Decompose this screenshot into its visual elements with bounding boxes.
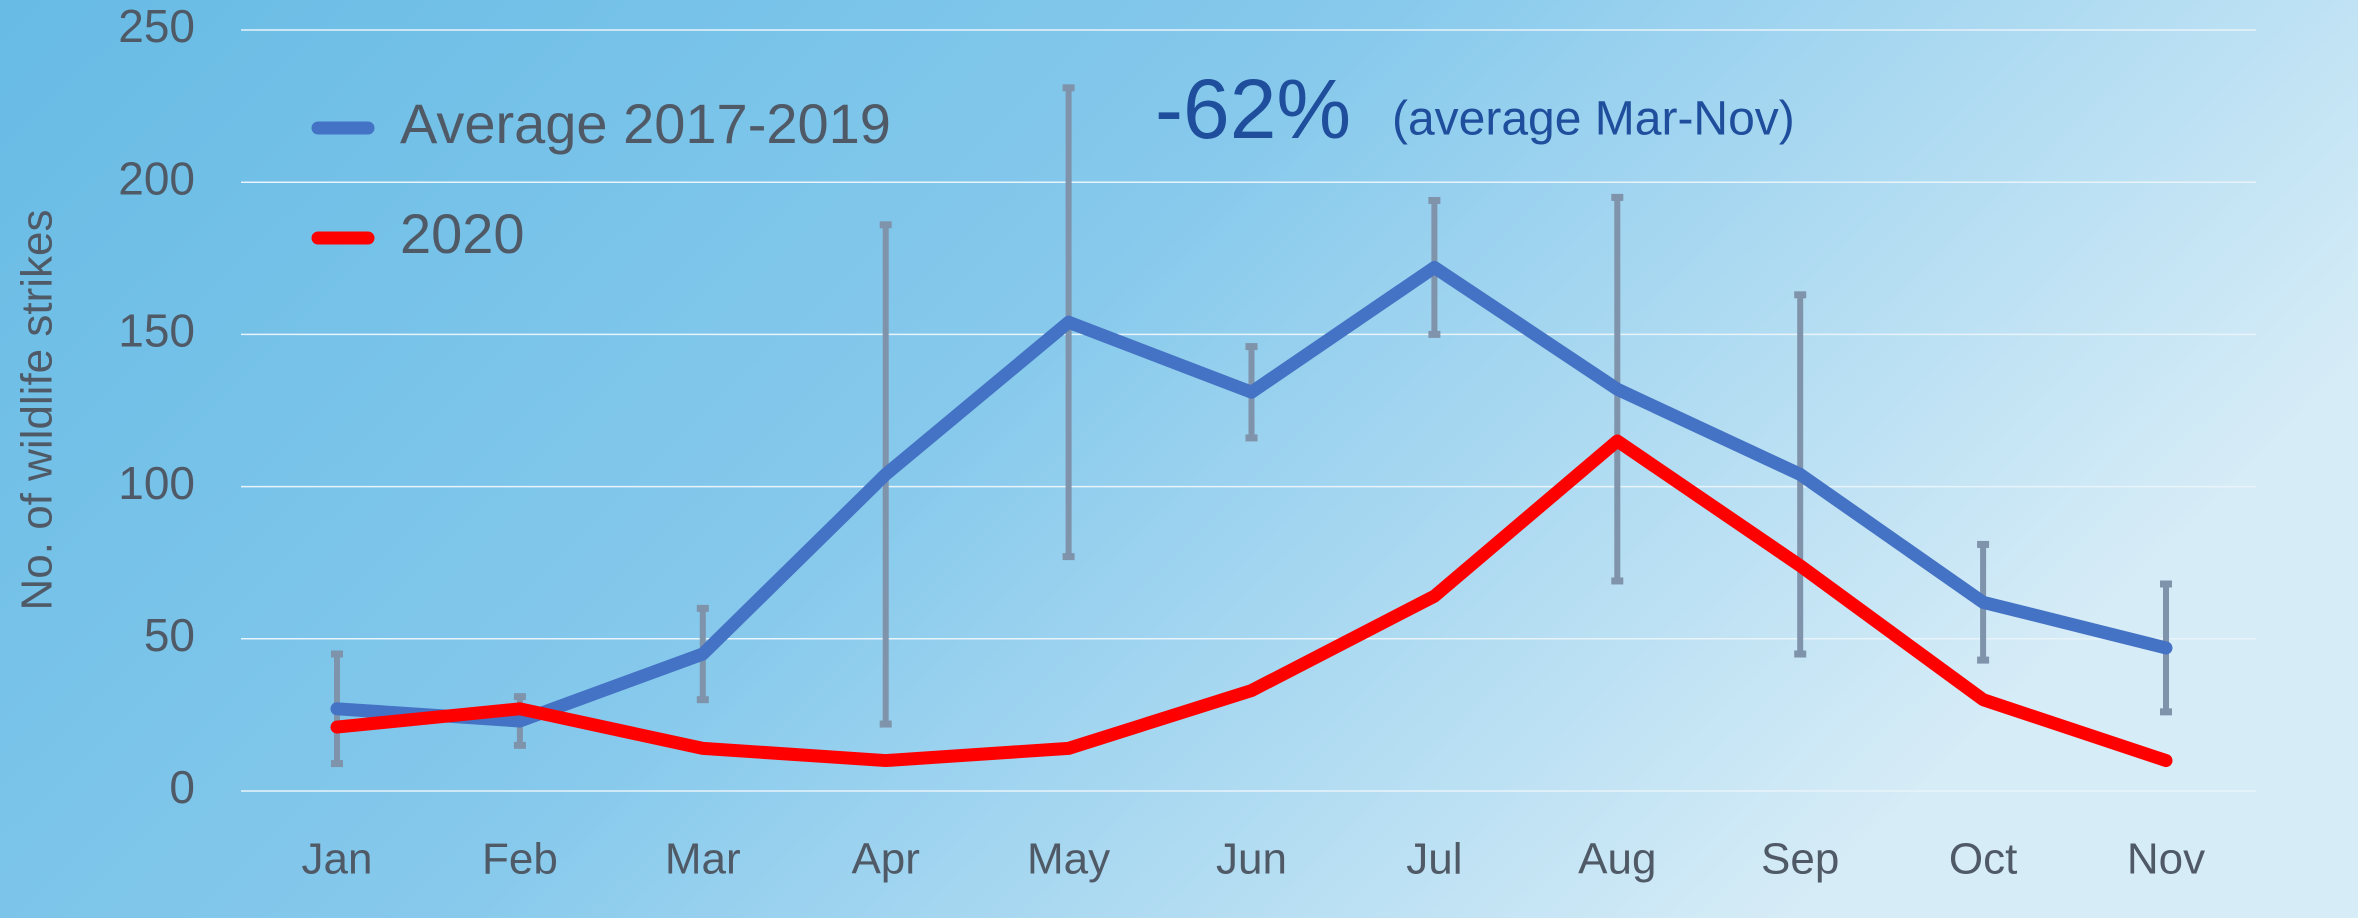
x-tick-label: Jul xyxy=(1406,835,1462,884)
y-tick-label: 250 xyxy=(118,0,195,52)
y-tick-label: 150 xyxy=(118,305,195,357)
annotation: -62% xyxy=(1155,62,1351,156)
chart: No. of wildlife strikes -62% (average Ma… xyxy=(0,0,2358,918)
x-tick-label: Sep xyxy=(1761,835,1839,884)
x-tick-label: Oct xyxy=(1949,835,2017,884)
x-tick-label: May xyxy=(1027,835,1110,884)
x-tick-label: Apr xyxy=(851,835,919,884)
y-tick-label: 200 xyxy=(118,152,195,204)
x-tick-label: Nov xyxy=(2127,835,2205,884)
legend-label: 2020 xyxy=(400,202,525,265)
x-tick-label: Aug xyxy=(1578,835,1656,884)
y-tick-label: 100 xyxy=(118,457,195,509)
x-tick-label: Feb xyxy=(482,835,558,884)
y-tick-label: 50 xyxy=(144,609,195,661)
annotation: (average Mar-Nov) xyxy=(1392,93,1795,146)
y-tick-label: 0 xyxy=(169,761,195,813)
x-tick-label: Jan xyxy=(302,835,373,884)
x-tick-label: Mar xyxy=(665,835,741,884)
x-tick-label: Jun xyxy=(1216,835,1287,884)
y-axis-label: No. of wildlife strikes xyxy=(13,209,62,610)
page: No. of wildlife strikes -62% (average Ma… xyxy=(0,0,2358,918)
legend-label: Average 2017-2019 xyxy=(400,92,891,155)
